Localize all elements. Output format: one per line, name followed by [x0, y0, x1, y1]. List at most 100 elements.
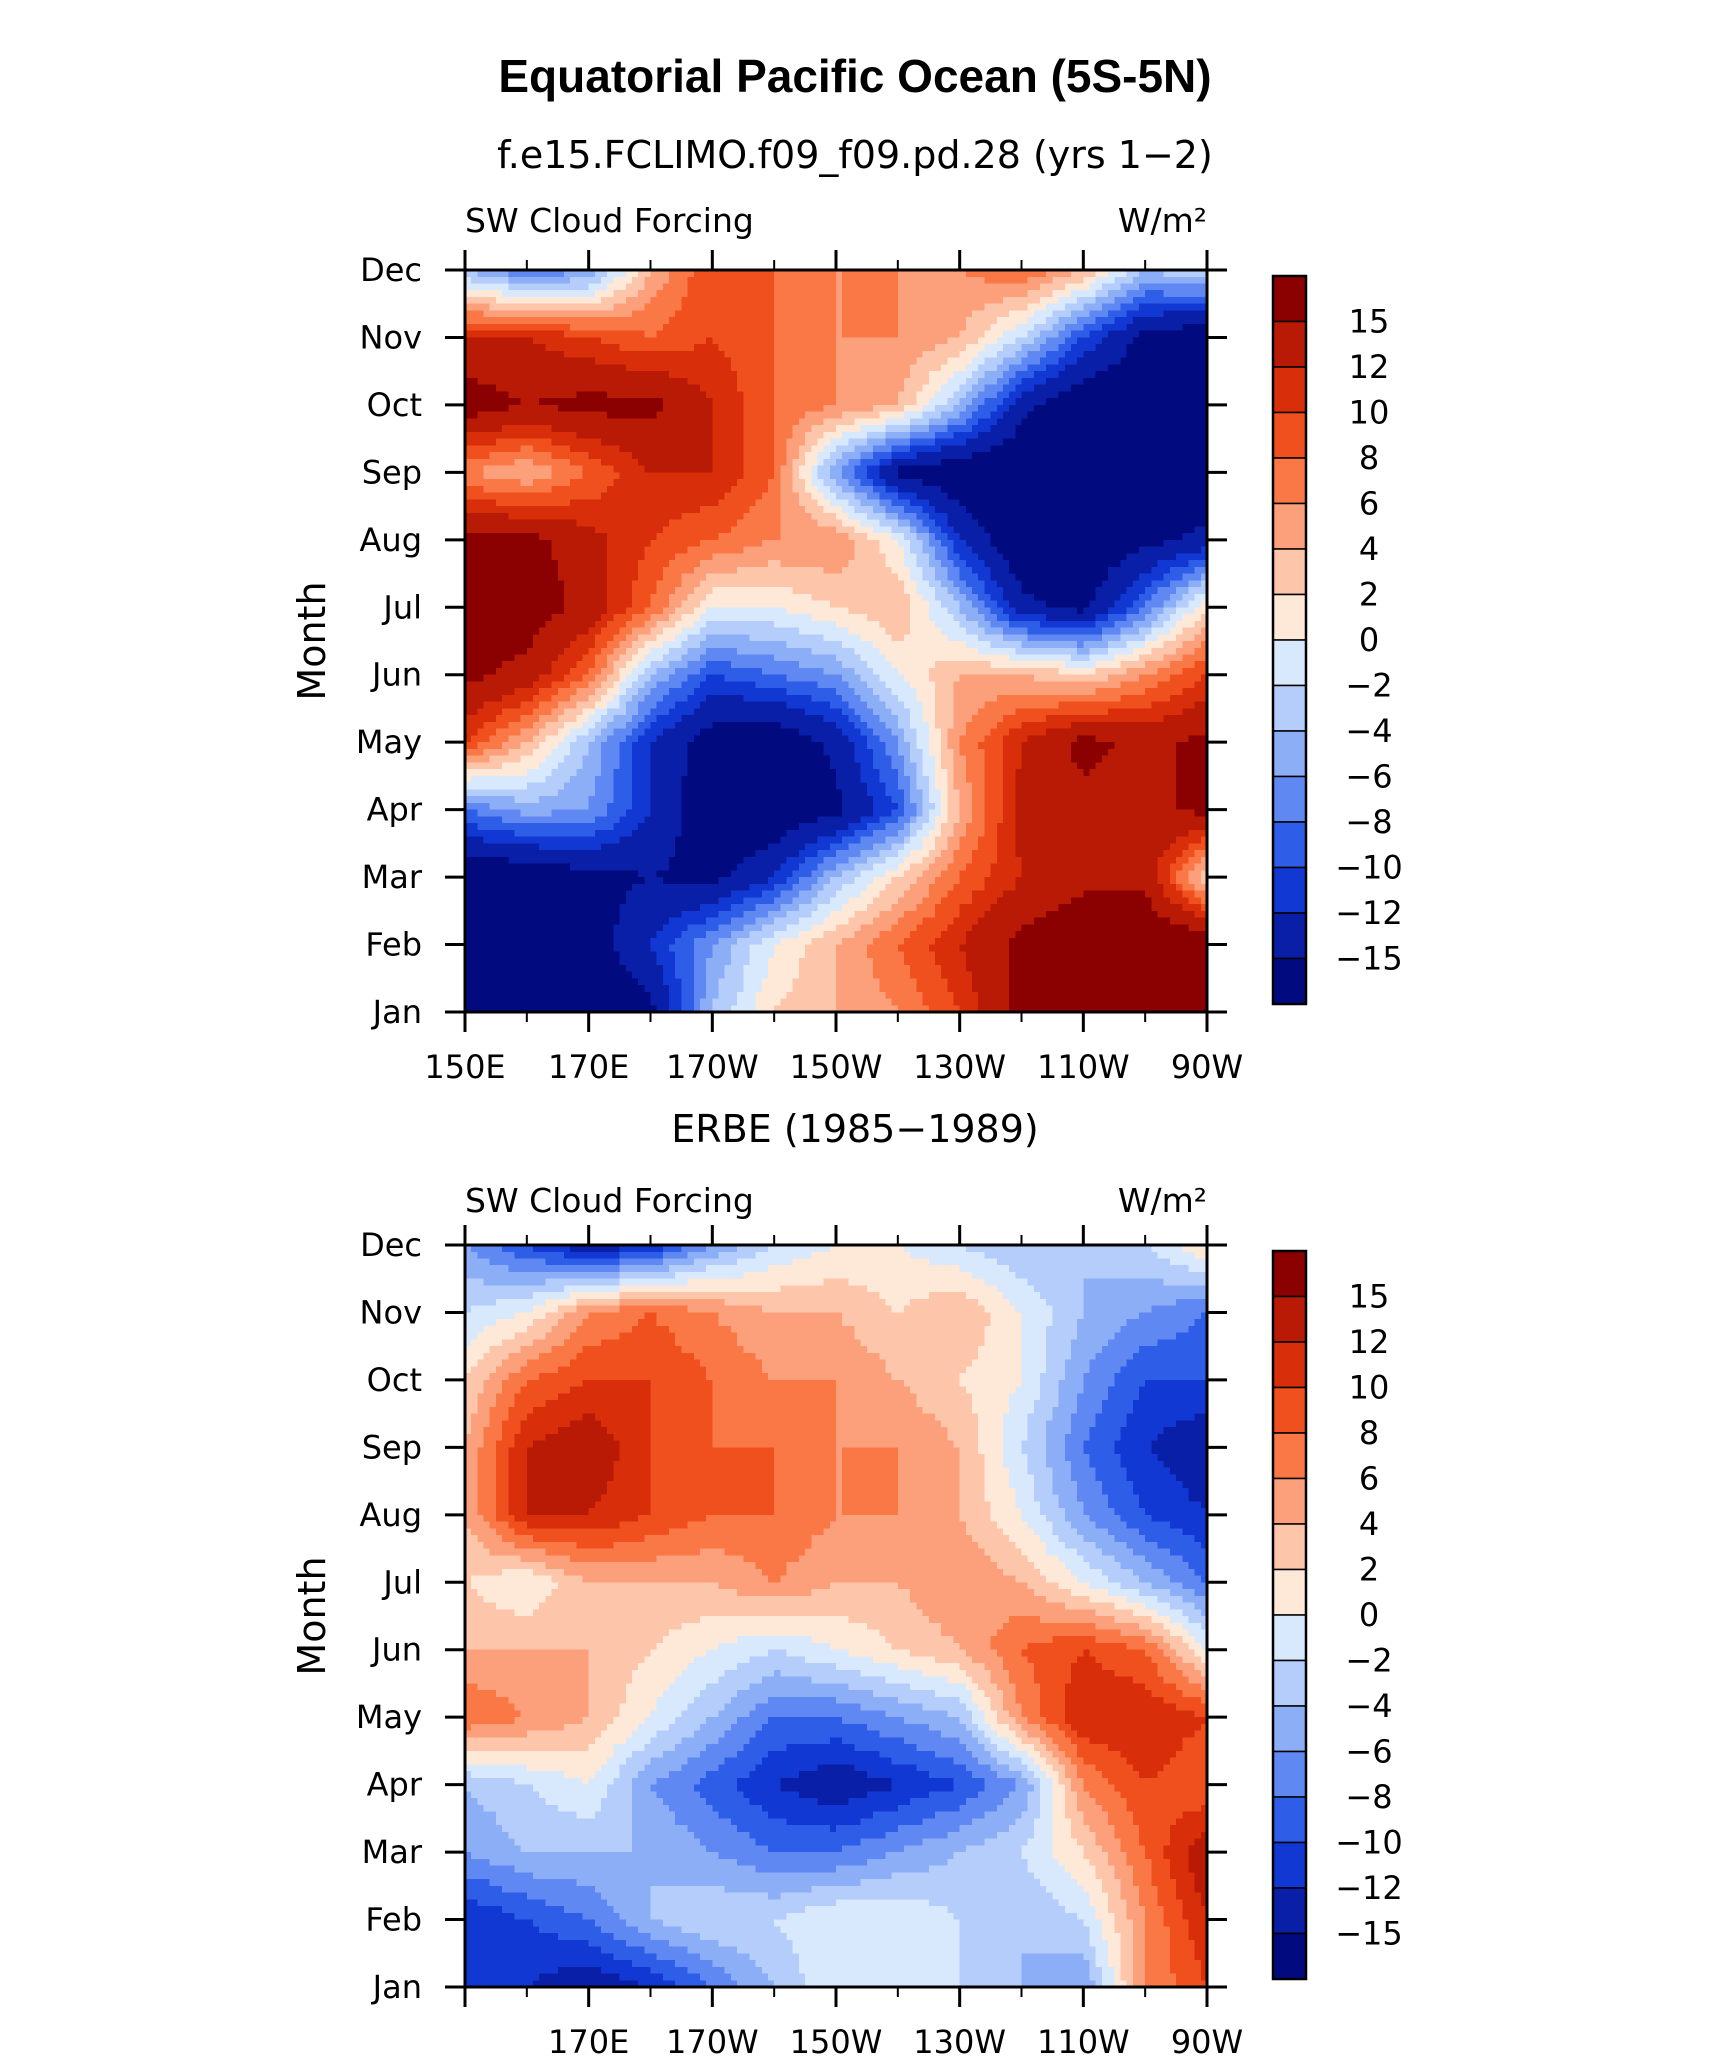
heatmap-cell [817, 331, 824, 338]
heatmap-cell [1003, 486, 1010, 493]
heatmap-cell [830, 445, 837, 452]
heatmap-cell [539, 351, 546, 358]
heatmap-cell [1176, 398, 1183, 405]
heatmap-cell [1077, 486, 1084, 493]
heatmap-cell [651, 520, 658, 527]
heatmap-cell [867, 479, 874, 486]
heatmap-cell [521, 472, 528, 479]
heatmap-cell [756, 277, 763, 284]
heatmap-cell [521, 499, 528, 506]
heatmap-cell [1195, 526, 1202, 533]
heatmap-cell [484, 283, 491, 290]
heatmap-cell [607, 425, 614, 432]
heatmap-cell [879, 364, 886, 371]
heatmap-cell [1195, 533, 1202, 540]
heatmap-cell [502, 459, 509, 466]
heatmap-cell [484, 364, 491, 371]
heatmap-cell [731, 304, 738, 311]
heatmap-cell [632, 304, 639, 311]
heatmap-cell [749, 364, 756, 371]
heatmap-cell [953, 472, 960, 479]
heatmap-cell [632, 499, 639, 506]
heatmap-cell [601, 344, 608, 351]
heatmap-cell [910, 331, 917, 338]
heatmap-cell [1015, 337, 1022, 344]
heatmap-cell [644, 290, 651, 297]
heatmap-cell [688, 547, 695, 554]
heatmap-cell [916, 405, 923, 412]
heatmap-cell [589, 344, 596, 351]
heatmap-cell [1077, 432, 1084, 439]
heatmap-cell [867, 398, 874, 405]
heatmap-cell [1065, 479, 1072, 486]
heatmap-cell [817, 398, 824, 405]
heatmap-cell [1133, 425, 1140, 432]
heatmap-cell [1059, 297, 1066, 304]
heatmap-cell [638, 351, 645, 358]
heatmap-cell [521, 385, 528, 392]
heatmap-cell [533, 304, 540, 311]
heatmap-cell [688, 277, 695, 284]
heatmap-cell [749, 358, 756, 365]
heatmap-cell [780, 337, 787, 344]
heatmap-cell [879, 439, 886, 446]
heatmap-cell [805, 324, 812, 331]
heatmap-cell [477, 310, 484, 317]
heatmap-cell [768, 472, 775, 479]
heatmap-cell [756, 418, 763, 425]
heatmap-cell [675, 304, 682, 311]
heatmap-cell [793, 344, 800, 351]
heatmap-cell [1028, 432, 1035, 439]
heatmap-cell [873, 277, 880, 284]
heatmap-cell [991, 290, 998, 297]
heatmap-cell [1046, 499, 1053, 506]
heatmap-cell [613, 499, 620, 506]
heatmap-cell [490, 290, 497, 297]
heatmap-cell [787, 385, 794, 392]
heatmap-cell [997, 304, 1004, 311]
heatmap-cell [1096, 412, 1103, 419]
heatmap-cell [1127, 277, 1134, 284]
heatmap-cell [601, 439, 608, 446]
heatmap-cell [1145, 290, 1152, 297]
heatmap-cell [824, 513, 831, 520]
heatmap-cell [991, 513, 998, 520]
heatmap-cell [817, 547, 824, 554]
heatmap-cell [929, 324, 936, 331]
heatmap-cell [657, 506, 664, 513]
heatmap-cell [1083, 405, 1090, 412]
heatmap-cell [613, 324, 620, 331]
heatmap-cell [1114, 310, 1121, 317]
heatmap-cell [675, 310, 682, 317]
heatmap-cell [1052, 378, 1059, 385]
heatmap-cell [1158, 398, 1165, 405]
heatmap-cell [817, 391, 824, 398]
heatmap-cell [768, 533, 775, 540]
heatmap-cell [1077, 310, 1084, 317]
heatmap-cell [514, 331, 521, 338]
heatmap-cell [688, 472, 695, 479]
heatmap-cell [780, 445, 787, 452]
heatmap-cell [675, 277, 682, 284]
heatmap-cell [941, 493, 948, 500]
heatmap-cell [904, 317, 911, 324]
heatmap-cell [861, 391, 868, 398]
heatmap-cell [867, 324, 874, 331]
heatmap-cell [626, 499, 633, 506]
heatmap-cell [564, 337, 571, 344]
heatmap-cell [582, 493, 589, 500]
heatmap-cell [774, 351, 781, 358]
heatmap-cell [601, 533, 608, 540]
heatmap-cell [935, 479, 942, 486]
heatmap-cell [1176, 526, 1183, 533]
heatmap-cell [1120, 385, 1127, 392]
heatmap-cell [947, 405, 954, 412]
heatmap-cell [923, 533, 930, 540]
heatmap-cell [737, 337, 744, 344]
heatmap-cell [731, 513, 738, 520]
heatmap-cell [632, 385, 639, 392]
heatmap-cell [1108, 540, 1115, 547]
heatmap-cell [836, 445, 843, 452]
heatmap-cell [508, 526, 515, 533]
heatmap-cell [1071, 493, 1078, 500]
